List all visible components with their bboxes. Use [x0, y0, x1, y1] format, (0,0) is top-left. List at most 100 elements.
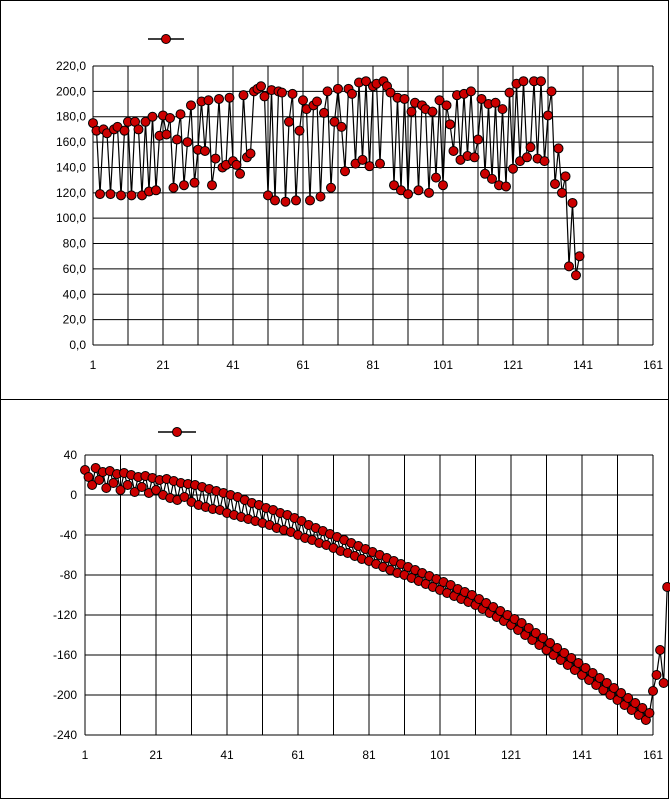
gridlines: [92, 65, 654, 346]
chart-panel-top: 0,0 20,0 40,0 60,0 80,0 100,0 120,0 140,0 160,0 1…: [0, 0, 669, 400]
data-point: [329, 116, 340, 127]
data-point: [119, 125, 130, 136]
data-point: [487, 173, 497, 184]
data-point: [105, 189, 116, 200]
data-point: [431, 172, 441, 183]
data-point: [557, 187, 567, 198]
legend: [148, 34, 184, 44]
data-point: [476, 93, 487, 104]
data-point: [340, 166, 350, 177]
data-point: [413, 185, 424, 196]
data-point: [530, 628, 541, 638]
data-point: [438, 180, 448, 191]
chart-panel-bottom: 40 0 -40 -80 -120 -160 -200 -240 1 21 41 61 81 101 121…: [0, 399, 670, 799]
data-point: [403, 189, 413, 200]
data-point: [277, 87, 287, 98]
data-point: [161, 129, 172, 140]
series-markers: [80, 463, 670, 725]
x-tick-label: 161: [643, 358, 663, 372]
data-point: [508, 163, 518, 174]
data-point: [87, 480, 98, 490]
data-point: [259, 91, 270, 102]
data-point: [587, 668, 598, 678]
chart-top: 0,0 20,0 40,0 60,0 80,0 100,0 120,0 140,0 160,0 1…: [56, 34, 663, 372]
x-tick-label: 41: [220, 748, 234, 762]
data-point: [140, 116, 151, 127]
data-point: [564, 261, 574, 272]
data-point: [560, 171, 571, 182]
data-point: [364, 161, 375, 172]
data-point: [637, 703, 648, 713]
data-point: [322, 86, 333, 97]
data-point: [165, 112, 175, 123]
data-point: [623, 693, 634, 703]
data-point: [315, 191, 326, 202]
legend-marker: [172, 427, 182, 437]
data-point: [406, 106, 417, 117]
data-point: [427, 106, 438, 117]
data-point: [497, 104, 508, 115]
data-point: [473, 134, 483, 145]
data-point: [501, 181, 511, 192]
data-point: [291, 195, 301, 206]
data-point: [480, 168, 490, 179]
data-point: [175, 109, 186, 120]
data-point: [214, 93, 224, 104]
data-point: [655, 645, 666, 655]
legend: [158, 427, 196, 437]
data-point: [238, 90, 249, 101]
x-tick-label: 61: [296, 358, 310, 372]
y-tick-label: -80: [60, 568, 78, 582]
data-point: [347, 88, 357, 99]
x-tick-label: 61: [291, 748, 305, 762]
data-point: [594, 673, 605, 683]
data-point: [151, 485, 161, 495]
x-tick-label: 81: [362, 748, 376, 762]
data-point: [490, 97, 501, 108]
data-point: [573, 658, 584, 668]
data-point: [182, 137, 193, 148]
y-tick-label: -240: [53, 728, 77, 742]
data-point: [298, 95, 308, 106]
data-point: [245, 148, 256, 159]
y-tick-label: 120,0: [56, 186, 86, 200]
y-tick-label: -200: [53, 688, 77, 702]
gridlines: [84, 454, 654, 736]
data-point: [116, 190, 126, 201]
data-point: [574, 251, 585, 262]
data-point: [200, 145, 210, 156]
data-point: [525, 142, 536, 153]
data-point: [448, 145, 459, 156]
data-point: [122, 480, 133, 490]
data-point: [648, 686, 658, 696]
data-point: [319, 107, 329, 118]
data-point: [571, 270, 581, 281]
x-tick-label: 121: [501, 748, 521, 762]
data-point: [270, 195, 280, 206]
data-point: [210, 153, 221, 164]
x-tick-label: 41: [226, 358, 240, 372]
data-point: [537, 633, 548, 643]
data-point: [536, 76, 546, 87]
data-point: [553, 143, 564, 154]
data-point: [256, 81, 266, 92]
y-tick-label: 40,0: [63, 287, 87, 301]
data-point: [651, 670, 662, 680]
data-point: [559, 648, 570, 658]
data-point: [361, 76, 371, 87]
x-tick-label: 21: [149, 748, 163, 762]
y-tick-label: 0,0: [69, 338, 86, 352]
data-point: [434, 95, 445, 106]
series-markers: [88, 76, 585, 281]
x-tick-label: 141: [573, 358, 593, 372]
x-tick-label: 101: [433, 358, 453, 372]
x-tick-label: 101: [430, 748, 450, 762]
data-point: [287, 88, 298, 99]
data-point: [224, 92, 235, 103]
data-point: [336, 121, 347, 132]
data-point: [601, 678, 612, 688]
data-point: [375, 158, 385, 169]
y-tick-label: 140,0: [56, 160, 86, 174]
x-tick-label: 161: [643, 748, 663, 762]
data-point: [630, 698, 641, 708]
